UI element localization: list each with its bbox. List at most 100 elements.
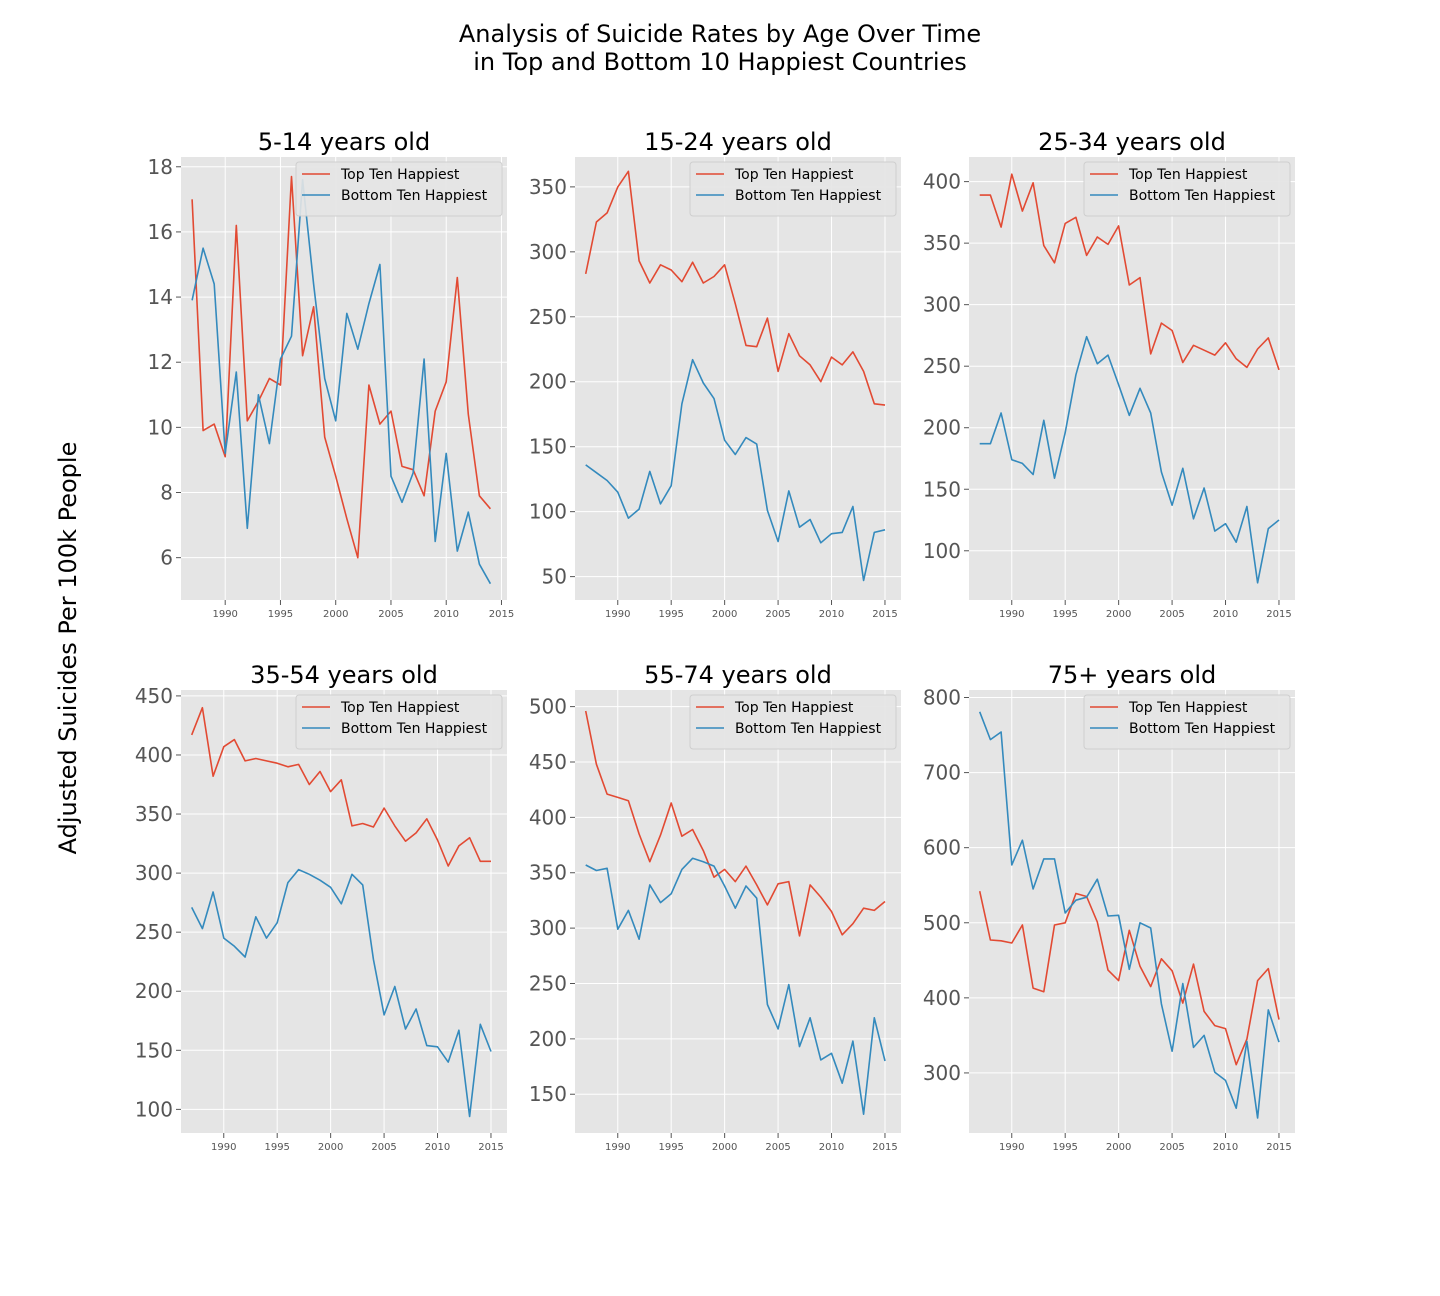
y-tick-label: 250	[135, 920, 173, 944]
subplot-1: 6 8 10 12 14 16 18 1990 1995 2000 2005 2010 2015 5-14…	[148, 128, 515, 620]
y-tick-label: 250	[529, 305, 567, 329]
x-tick-label: 2010	[1213, 609, 1238, 620]
x-tick-label: 2005	[1159, 609, 1184, 620]
plot-background	[181, 157, 507, 600]
y-tick-label: 500	[529, 695, 567, 719]
y-tick-label: 400	[135, 743, 173, 767]
x-tick-label: 2010	[819, 1142, 844, 1153]
subplot-title: 35-54 years old	[250, 661, 438, 689]
y-tick-label: 400	[923, 986, 961, 1010]
legend-entry-bottom-ten-happiest: Bottom Ten Happiest	[341, 188, 488, 204]
legend-entry-top-ten-happiest: Top Ten Happiest	[734, 167, 854, 183]
series-line-bottom-ten-happiest	[585, 358, 886, 582]
y-tick-label: 14	[148, 285, 173, 309]
y-tick-label: 18	[148, 155, 173, 179]
y-tick-label: 200	[135, 979, 173, 1003]
series-line-bottom-ten-happiest	[191, 179, 492, 585]
legend: Top Ten Happiest Bottom Ten Happiest	[295, 694, 503, 750]
y-tick-label: 400	[529, 805, 567, 829]
x-tick-label: 2005	[371, 1142, 396, 1153]
y-tick-label: 450	[135, 684, 173, 708]
y-tick-label: 16	[148, 220, 173, 244]
x-tick-label: 2005	[1159, 1142, 1184, 1153]
x-tick-label: 2000	[1106, 1142, 1131, 1153]
y-tick-label: 12	[148, 350, 173, 374]
y-tick-label: 300	[529, 240, 567, 264]
y-tick-label: 150	[923, 477, 961, 501]
x-tick-label: 2005	[378, 609, 403, 620]
legend-entry-bottom-ten-happiest: Bottom Ten Happiest	[735, 188, 882, 204]
series-line-bottom-ten-happiest	[979, 335, 1280, 584]
y-tick-label: 200	[923, 416, 961, 440]
series-line-top-ten-happiest	[191, 175, 492, 559]
x-tick-label: 1990	[605, 1142, 630, 1153]
y-tick-label: 350	[529, 861, 567, 885]
y-tick-label: 400	[923, 170, 961, 194]
y-tick-label: 150	[135, 1038, 173, 1062]
y-tick-label: 100	[529, 500, 567, 524]
y-tick-label: 300	[135, 861, 173, 885]
x-tick-label: 1995	[1052, 1142, 1077, 1153]
x-tick-label: 2010	[819, 609, 844, 620]
y-tick-label: 300	[923, 1061, 961, 1085]
y-tick-label: 350	[923, 231, 961, 255]
y-tick-label: 6	[160, 546, 173, 570]
subplot-3: 100 150 200 250 300 350 400 1990 1995 2000 2005 201…	[923, 128, 1295, 620]
x-tick-label: 1990	[212, 609, 237, 620]
legend: Top Ten Happiest Bottom Ten Happiest	[1083, 161, 1291, 217]
x-tick-label: 1995	[658, 609, 683, 620]
x-tick-label: 2000	[1106, 609, 1131, 620]
legend-entry-top-ten-happiest: Top Ten Happiest	[1128, 700, 1248, 716]
y-tick-label: 50	[542, 565, 567, 589]
series-line-bottom-ten-happiest	[978, 711, 1280, 1119]
legend: Top Ten Happiest Bottom Ten Happiest	[689, 161, 897, 217]
x-tick-label: 2000	[323, 609, 348, 620]
legend-box	[689, 694, 897, 750]
y-tick-label: 8	[160, 481, 173, 505]
y-tick-label: 150	[529, 435, 567, 459]
legend-box	[1083, 161, 1291, 217]
series-line-top-ten-happiest	[584, 710, 886, 937]
x-tick-label: 2000	[318, 1142, 343, 1153]
series-line-top-ten-happiest	[190, 706, 491, 867]
plot-background	[969, 690, 1295, 1133]
x-tick-label: 2015	[1266, 609, 1291, 620]
series-line-top-ten-happiest	[584, 170, 886, 406]
x-tick-label: 2000	[712, 1142, 737, 1153]
y-tick-label: 700	[923, 761, 961, 785]
subplot-5: 150 200 250 300 350 400 450 500 1990 1995 2000 2005…	[529, 661, 901, 1153]
y-tick-label: 500	[923, 911, 961, 935]
subplot-4: 100 150 200 250 300 350 400 450 1990 1995 2000 2005…	[135, 661, 507, 1153]
subplot-title: 25-34 years old	[1038, 128, 1226, 156]
legend-box	[295, 161, 503, 217]
y-tick-label: 600	[923, 836, 961, 860]
y-tick-label: 250	[529, 971, 567, 995]
series-line-bottom-ten-happiest	[585, 857, 886, 1115]
y-tick-label: 250	[923, 354, 961, 378]
series-line-top-ten-happiest	[979, 173, 1280, 371]
legend-box	[295, 694, 503, 750]
x-tick-label: 2005	[765, 609, 790, 620]
x-tick-label: 2015	[1266, 1142, 1291, 1153]
subplot-2: 50 100 150 200 250 300 350 1990 1995 2000 2005 2010…	[529, 128, 901, 620]
x-tick-label: 2000	[712, 609, 737, 620]
y-tick-label: 300	[529, 916, 567, 940]
legend: Top Ten Happiest Bottom Ten Happiest	[689, 694, 897, 750]
legend-entry-top-ten-happiest: Top Ten Happiest	[734, 700, 854, 716]
x-tick-label: 1990	[605, 609, 630, 620]
y-tick-label: 350	[529, 175, 567, 199]
legend-entry-bottom-ten-happiest: Bottom Ten Happiest	[735, 721, 882, 737]
y-tick-label: 10	[148, 415, 173, 439]
legend-entry-top-ten-happiest: Top Ten Happiest	[340, 167, 460, 183]
legend-box	[689, 161, 897, 217]
legend-entry-bottom-ten-happiest: Bottom Ten Happiest	[1129, 188, 1276, 204]
y-tick-label: 200	[529, 1027, 567, 1051]
subplot-6: 300 400 500 600 700 800 1990 1995 2000 2005 2010 20…	[923, 661, 1295, 1153]
plot-background	[181, 690, 507, 1133]
y-tick-label: 200	[529, 370, 567, 394]
subplot-title: 15-24 years old	[644, 128, 832, 156]
series-line-top-ten-happiest	[978, 891, 1280, 1066]
y-tick-label: 300	[923, 293, 961, 317]
subplot-title: 55-74 years old	[644, 661, 832, 689]
